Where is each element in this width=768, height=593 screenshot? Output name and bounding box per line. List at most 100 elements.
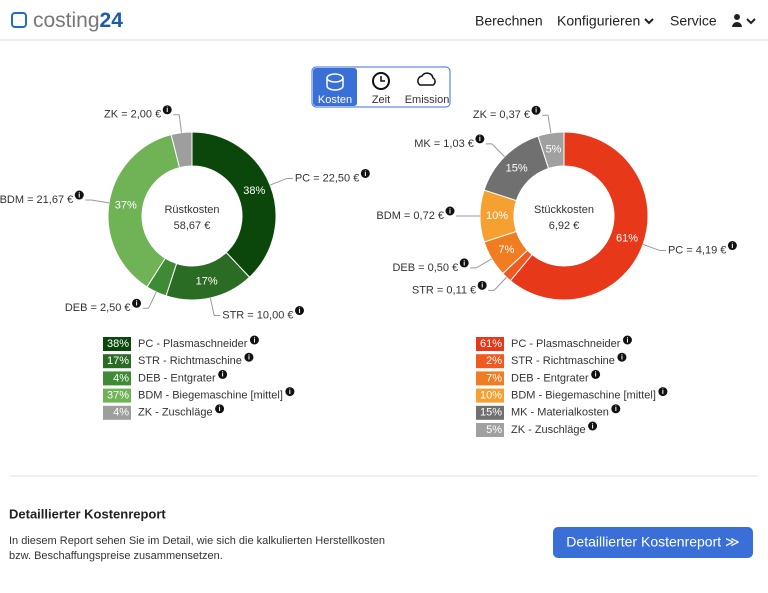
donut-slice — [191, 131, 277, 278]
info-icon-glyph: i — [299, 308, 301, 315]
slice-label: 7% — [498, 244, 514, 256]
legend-value: 37% — [107, 390, 129, 402]
user-icon[interactable] — [734, 14, 740, 20]
callout: BDM = 21,67 € — [0, 194, 73, 206]
info-icon — [218, 369, 228, 379]
legend-value: 4% — [113, 372, 129, 384]
legend-label: DEB - Entgrater — [138, 372, 216, 384]
legend-badge — [103, 337, 131, 351]
callout: PC = 22,50 € — [295, 172, 360, 184]
info-icon-glyph: i — [253, 337, 255, 344]
leader-line — [173, 114, 182, 133]
legend-label: BDM - Biegemaschine [mittel] — [511, 390, 656, 402]
header — [0, 0, 768, 40]
info-icon-glyph: i — [289, 389, 291, 396]
slice-label: 38% — [243, 185, 265, 197]
slice-label: 10% — [486, 210, 508, 222]
callout: MK = 1,03 € — [414, 138, 474, 150]
info-icon-glyph: i — [592, 423, 594, 430]
info-icon — [249, 335, 259, 345]
slice-label: 61% — [616, 233, 638, 245]
tab-label[interactable]: Zeit — [372, 94, 390, 106]
info-icon-glyph: i — [78, 192, 80, 199]
legend-label: BDM - Biegemaschine [mittel] — [138, 390, 283, 402]
nav-item[interactable]: Berechnen — [475, 13, 543, 29]
legend-label: STR - Richtmaschine — [511, 355, 615, 367]
info-icon-glyph: i — [662, 389, 664, 396]
info-icon-glyph: i — [136, 301, 138, 308]
report-button-label[interactable]: Detaillierter Kostenreport ≫ — [566, 534, 739, 550]
info-icon — [531, 105, 541, 115]
info-icon-glyph: i — [481, 283, 483, 290]
info-icon — [658, 387, 668, 397]
report-button[interactable] — [553, 527, 753, 558]
report-text: In diesem Report sehen Sie im Detail, wi… — [9, 535, 385, 547]
info-icon — [244, 352, 254, 362]
callout: PC = 4,19 € — [668, 244, 726, 256]
leader-line — [485, 143, 505, 157]
legend-label: ZK - Zuschläge — [511, 424, 586, 436]
info-icon — [611, 404, 621, 414]
info-icon — [295, 306, 305, 316]
tab-label[interactable]: Emission — [405, 94, 450, 106]
legend-badge — [476, 337, 504, 351]
donut-slice — [509, 131, 649, 301]
info-icon-glyph: i — [166, 107, 168, 114]
logo-bold: 24 — [100, 9, 124, 32]
legend-label: MK - Materialkosten — [511, 407, 609, 419]
slice-label: 5% — [546, 144, 562, 156]
info-icon — [475, 134, 485, 144]
callout: BDM = 0,72 € — [376, 210, 444, 222]
leader-line — [142, 291, 157, 309]
info-icon — [215, 404, 225, 414]
info-icon — [360, 168, 370, 178]
center-value: 6,92 € — [549, 220, 580, 232]
legend-badge — [476, 354, 504, 369]
donut-slice — [107, 134, 181, 288]
legend-value: 5% — [486, 424, 502, 436]
donut-slice — [537, 131, 565, 170]
nav-item[interactable]: Konfigurieren — [557, 13, 640, 29]
tab-icon — [417, 72, 436, 86]
info-icon — [477, 280, 487, 290]
legend-value: 4% — [113, 407, 129, 419]
legend-badge — [103, 405, 131, 420]
slice-label: 37% — [115, 199, 137, 211]
legend-badge — [476, 388, 504, 403]
report-title: Detaillierter Kostenreport — [9, 506, 166, 521]
info-icon — [445, 206, 455, 216]
tab-active[interactable] — [313, 68, 357, 106]
chevron — [746, 18, 756, 25]
slice-label: 17% — [196, 275, 218, 287]
legend-label: ZK - Zuschläge — [138, 407, 213, 419]
leader-line — [269, 177, 293, 186]
center-value: 58,67 € — [174, 220, 211, 232]
legend-badge — [476, 423, 504, 437]
chevron — [644, 18, 654, 25]
donut-slice — [170, 131, 193, 169]
callout: STR = 0,11 € — [412, 284, 476, 296]
info-icon-glyph: i — [248, 355, 250, 362]
info-icon-glyph: i — [615, 406, 617, 413]
info-icon-glyph: i — [364, 171, 366, 178]
tab-icon — [326, 78, 344, 91]
callout: ZK = 0,37 € — [473, 109, 530, 121]
info-icon — [132, 298, 142, 308]
legend-badge — [103, 388, 131, 403]
leader-line — [488, 276, 507, 291]
legend-label: PC - Plasmaschneider — [138, 338, 248, 350]
legend-value: 15% — [480, 407, 502, 419]
info-icon — [588, 421, 598, 431]
legend-badge — [103, 354, 131, 369]
info-icon — [622, 335, 632, 345]
info-icon — [285, 387, 295, 397]
nav-item[interactable]: Service — [670, 13, 717, 29]
info-icon — [162, 105, 172, 115]
legend-badge — [476, 405, 504, 420]
tab-label[interactable]: Kosten — [318, 94, 352, 106]
callout: DEB = 2,50 € — [65, 302, 131, 314]
legend-badge — [476, 371, 504, 386]
info-icon-glyph: i — [479, 136, 481, 143]
center-label: Stückkosten — [534, 204, 594, 216]
